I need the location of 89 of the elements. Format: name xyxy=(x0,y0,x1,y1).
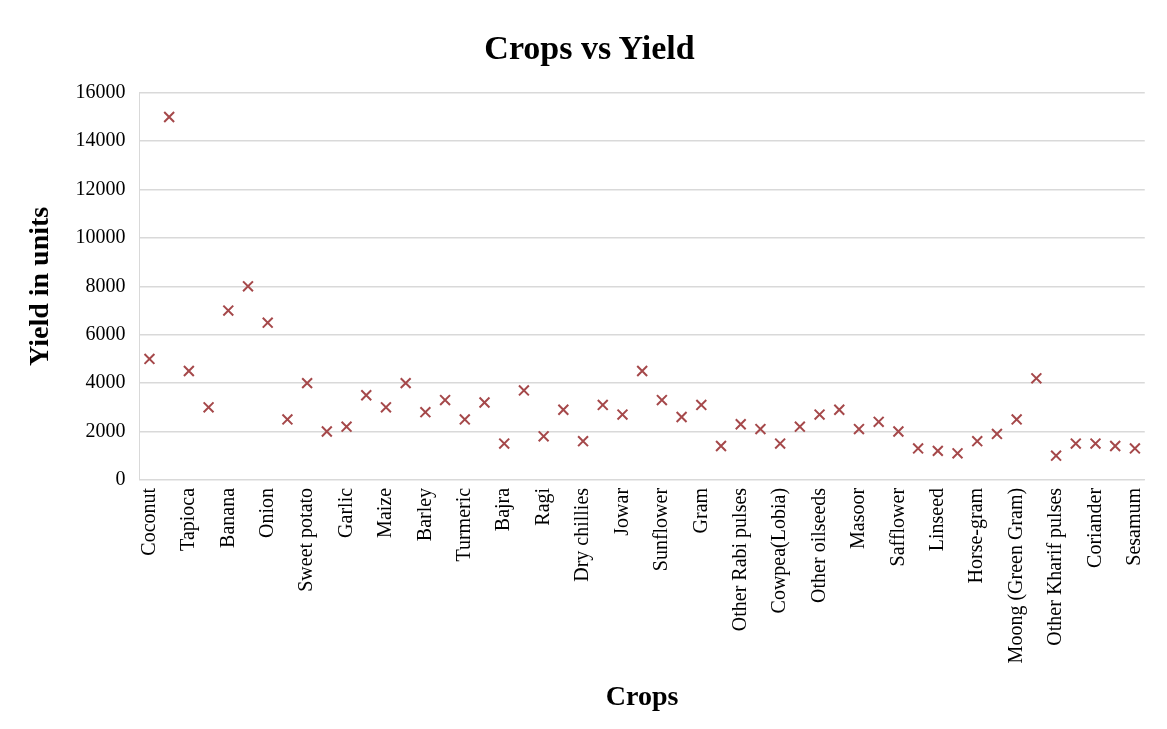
point xyxy=(182,365,195,377)
y-tick-label: 12000 xyxy=(75,176,126,199)
point xyxy=(261,316,274,329)
x-tick-label: Tapioca xyxy=(176,487,200,551)
x-tick-label: Sesamum xyxy=(1122,487,1145,566)
x-tick-label: Bajra xyxy=(491,487,515,532)
x-tick-label: Moong (Green Gram) xyxy=(1003,487,1027,664)
x-tick-label: Maize xyxy=(373,487,396,538)
x-tick-label: Dry chillies xyxy=(570,487,594,582)
point xyxy=(813,408,826,421)
point xyxy=(695,398,708,411)
point xyxy=(1109,440,1122,452)
x-tick-label: Horse-gram xyxy=(964,487,988,584)
point xyxy=(478,396,491,409)
chart-title: Crops vs Yield xyxy=(484,29,695,67)
y-axis-title: Yield in units xyxy=(23,206,55,366)
point xyxy=(734,418,747,431)
point xyxy=(202,401,215,414)
point xyxy=(360,389,373,402)
point xyxy=(1089,437,1102,450)
point xyxy=(498,437,511,450)
point xyxy=(833,403,846,416)
x-tick-label: Jowar xyxy=(609,487,632,536)
point xyxy=(340,420,353,433)
x-tick-label: Garlic xyxy=(333,487,356,538)
y-tick-label: 14000 xyxy=(75,128,126,151)
point xyxy=(951,447,964,460)
x-tick-label: Sunflower xyxy=(649,487,672,572)
x-tick-label: Gram xyxy=(688,487,711,534)
point xyxy=(853,423,865,436)
point xyxy=(1010,413,1023,426)
x-tick-label: Barley xyxy=(412,487,436,542)
point xyxy=(439,394,452,407)
y-tick-label: 6000 xyxy=(85,321,126,344)
y-tick-label: 16000 xyxy=(75,80,126,103)
point xyxy=(754,423,767,436)
x-tick-label: Linseed xyxy=(925,487,948,552)
point xyxy=(577,435,590,448)
point xyxy=(931,444,944,457)
point xyxy=(301,377,314,390)
x-tick-label: Other Rabi pulses xyxy=(727,487,751,632)
y-tick-label: 4000 xyxy=(85,370,126,393)
point xyxy=(774,437,787,450)
x-tick-label: Other Kharif pulses xyxy=(1043,487,1067,646)
point xyxy=(872,415,885,428)
x-tick-label: Turmeric xyxy=(452,487,475,562)
x-tick-label: Safflower xyxy=(885,487,908,567)
point xyxy=(596,398,609,411)
point xyxy=(242,280,254,293)
point xyxy=(655,394,668,407)
point xyxy=(143,352,156,365)
x-tick-label: Coconut xyxy=(136,487,159,556)
y-tick-label: 10000 xyxy=(75,225,126,248)
x-tick-label: Sweet potato xyxy=(294,487,318,592)
point xyxy=(517,384,530,397)
x-axis-title: Crops xyxy=(605,680,679,712)
y-tick-label: 8000 xyxy=(85,273,126,296)
y-tick-label: 0 xyxy=(115,467,126,490)
x-tick-label: Banana xyxy=(215,487,238,548)
x-tick-label: Ragi xyxy=(530,487,554,526)
x-tick-label: Masoor xyxy=(846,487,869,550)
point xyxy=(458,413,471,426)
point xyxy=(537,430,550,443)
point xyxy=(616,408,629,421)
point xyxy=(320,425,333,438)
point xyxy=(557,403,570,416)
point xyxy=(636,365,649,377)
point xyxy=(1050,449,1063,462)
point xyxy=(281,413,294,426)
point xyxy=(675,411,688,423)
x-tick-label: Other oilseeds xyxy=(806,487,829,603)
point xyxy=(163,111,176,123)
point xyxy=(380,401,392,414)
point xyxy=(1128,442,1141,455)
point xyxy=(912,442,925,455)
point xyxy=(971,435,984,448)
y-tick-label: 2000 xyxy=(85,418,126,441)
x-tick-label: Coriander xyxy=(1082,487,1105,568)
point xyxy=(715,440,727,452)
point xyxy=(793,420,806,433)
x-tick-label: Onion xyxy=(254,487,277,538)
point xyxy=(1069,437,1082,450)
point xyxy=(892,425,905,438)
point xyxy=(991,427,1003,440)
point xyxy=(1030,372,1043,385)
point xyxy=(419,406,432,419)
point xyxy=(399,377,412,390)
x-tick-label: Cowpea(Lobia) xyxy=(767,487,791,614)
point xyxy=(222,304,235,317)
